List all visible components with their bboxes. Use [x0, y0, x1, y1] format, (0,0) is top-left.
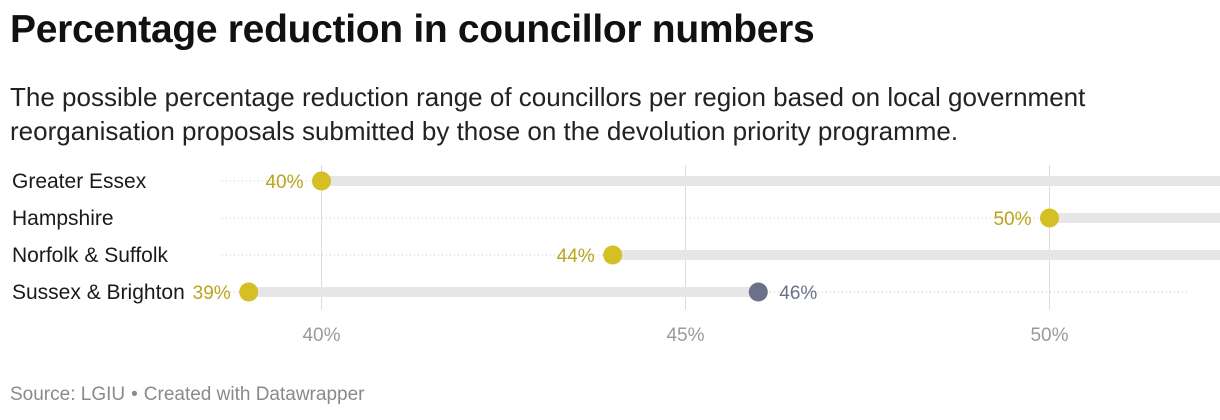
x-tick-label: 50% — [1030, 325, 1068, 346]
low-value-dot — [603, 245, 623, 265]
chart-title: Percentage reduction in councillor numbe… — [10, 8, 815, 51]
low-value-label: 39% — [193, 283, 231, 304]
x-tick-label: 45% — [666, 325, 704, 346]
category-label: Norfolk & Suffolk — [12, 244, 169, 267]
x-tick-label: 40% — [302, 325, 340, 346]
high-value-label: 46% — [779, 283, 817, 304]
footer-separator: • — [131, 384, 138, 405]
x-axis-ticks: 40%45%50%55%60% — [302, 325, 1068, 346]
credit-link[interactable]: Created with Datawrapper — [143, 384, 365, 405]
high-value-dot — [748, 282, 768, 302]
chart-footer: Source: LGIU • Created with Datawrapper — [10, 384, 364, 406]
chart-subtitle: The possible percentage reduction range … — [10, 82, 1086, 146]
chart-row: Sussex & Brighton 39% 46% — [12, 281, 1188, 304]
source-link[interactable]: Source: LGIU — [10, 384, 126, 405]
low-value-label: 44% — [557, 246, 595, 267]
low-value-dot — [1040, 208, 1059, 228]
chart-rows: Greater Essex40%62%Hampshire50%60%Norfol… — [12, 170, 1220, 304]
category-label: Sussex & Brighton — [12, 281, 185, 304]
low-value-label: 50% — [993, 209, 1031, 230]
low-value-dot — [239, 282, 259, 302]
low-value-label: 40% — [265, 172, 303, 193]
dot-range-chart: Greater Essex40%62%Hampshire50%60%Norfol… — [12, 165, 1220, 346]
low-value-dot — [312, 171, 331, 191]
category-label: Greater Essex — [12, 170, 147, 193]
category-label: Hampshire — [12, 207, 114, 230]
